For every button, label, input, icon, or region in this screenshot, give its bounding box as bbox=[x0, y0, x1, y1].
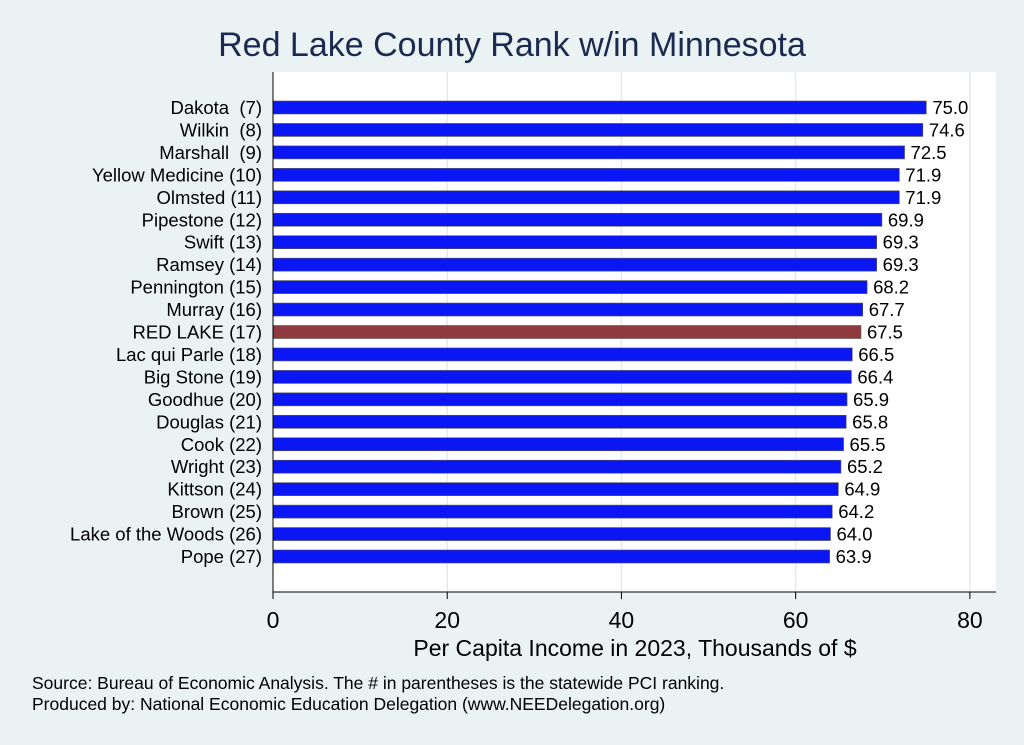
category-label: Cook (22) bbox=[181, 434, 262, 455]
chart-title: Red Lake County Rank w/in Minnesota bbox=[218, 26, 806, 64]
value-labels: 75.074.672.571.971.969.969.369.368.267.7… bbox=[836, 97, 969, 567]
bar bbox=[272, 280, 868, 294]
category-label: Wilkin (8) bbox=[180, 119, 262, 140]
value-label: 63.9 bbox=[836, 546, 872, 567]
value-label: 69.3 bbox=[883, 254, 919, 275]
value-label: 65.5 bbox=[850, 434, 886, 455]
category-label: Goodhue (20) bbox=[148, 389, 262, 410]
value-label: 71.9 bbox=[905, 187, 941, 208]
category-label: Pennington (15) bbox=[130, 277, 262, 298]
value-label: 69.9 bbox=[888, 209, 924, 230]
bar-highlight bbox=[272, 325, 862, 339]
category-label: Pope (27) bbox=[181, 546, 262, 567]
category-label: Brown (25) bbox=[172, 501, 262, 522]
bar bbox=[272, 100, 927, 115]
bar bbox=[272, 527, 831, 541]
bar bbox=[272, 437, 844, 452]
value-label: 75.0 bbox=[932, 97, 968, 118]
value-label: 65.8 bbox=[852, 411, 888, 432]
category-label: Marshall (9) bbox=[159, 142, 262, 163]
value-label: 66.4 bbox=[857, 366, 893, 387]
value-label: 67.5 bbox=[867, 322, 903, 343]
bar bbox=[272, 347, 853, 362]
bar bbox=[272, 235, 877, 249]
value-label: 69.3 bbox=[883, 232, 919, 253]
bar bbox=[272, 257, 877, 272]
bar bbox=[272, 123, 924, 137]
bar-chart: Dakota (7)Wilkin (8)Marshall (9)Yellow M… bbox=[70, 72, 996, 661]
value-label: 74.6 bbox=[929, 119, 965, 140]
value-label: 66.5 bbox=[858, 344, 894, 365]
bar bbox=[272, 302, 864, 317]
bar bbox=[272, 414, 847, 429]
value-label: 64.0 bbox=[836, 524, 872, 545]
value-label: 65.2 bbox=[847, 456, 883, 477]
category-label: Yellow Medicine (10) bbox=[92, 164, 262, 185]
bar bbox=[272, 190, 900, 205]
category-label: Dakota (7) bbox=[170, 97, 262, 118]
category-labels: Dakota (7)Wilkin (8)Marshall (9)Yellow M… bbox=[70, 97, 262, 567]
x-tick-label: 0 bbox=[267, 607, 280, 633]
value-label: 65.9 bbox=[853, 389, 889, 410]
category-label: Lac qui Parle (18) bbox=[116, 344, 262, 365]
bar bbox=[272, 168, 900, 182]
category-label: Swift (13) bbox=[184, 232, 262, 253]
value-label: 64.9 bbox=[844, 479, 880, 500]
x-tick-label: 20 bbox=[434, 607, 460, 633]
value-label: 64.2 bbox=[838, 501, 874, 522]
bars bbox=[272, 100, 927, 564]
x-tick-label: 60 bbox=[783, 607, 809, 633]
bar bbox=[272, 370, 852, 384]
category-label: RED LAKE (17) bbox=[132, 322, 262, 343]
category-label: Pipestone (12) bbox=[142, 209, 262, 230]
category-label: Big Stone (19) bbox=[144, 366, 262, 387]
bar bbox=[272, 549, 830, 564]
bar bbox=[272, 145, 905, 160]
category-label: Ramsey (14) bbox=[156, 254, 262, 275]
value-label: 71.9 bbox=[905, 164, 941, 185]
value-label: 72.5 bbox=[911, 142, 947, 163]
source-note: Source: Bureau of Economic Analysis. The… bbox=[32, 673, 725, 693]
bar bbox=[272, 482, 839, 496]
bar bbox=[272, 392, 848, 407]
x-tick-label: 80 bbox=[957, 607, 983, 633]
footnotes: Source: Bureau of Economic Analysis. The… bbox=[32, 673, 724, 715]
x-tick-label: 40 bbox=[609, 607, 635, 633]
category-label: Wright (23) bbox=[171, 456, 262, 477]
value-label: 68.2 bbox=[873, 277, 909, 298]
x-ticks: 0 20 40 60 80 bbox=[267, 592, 983, 633]
bar bbox=[272, 504, 833, 519]
x-axis-label: Per Capita Income in 2023, Thousands of … bbox=[413, 635, 856, 661]
category-label: Murray (16) bbox=[166, 299, 262, 320]
value-label: 67.7 bbox=[869, 299, 905, 320]
producer-note: Produced by: National Economic Education… bbox=[32, 694, 666, 714]
category-label: Olmsted (11) bbox=[156, 187, 262, 208]
category-label: Kittson (24) bbox=[167, 479, 262, 500]
category-label: Douglas (21) bbox=[156, 411, 262, 432]
category-label: Lake of the Woods (26) bbox=[70, 524, 262, 545]
bar bbox=[272, 459, 842, 474]
bar bbox=[272, 212, 883, 227]
